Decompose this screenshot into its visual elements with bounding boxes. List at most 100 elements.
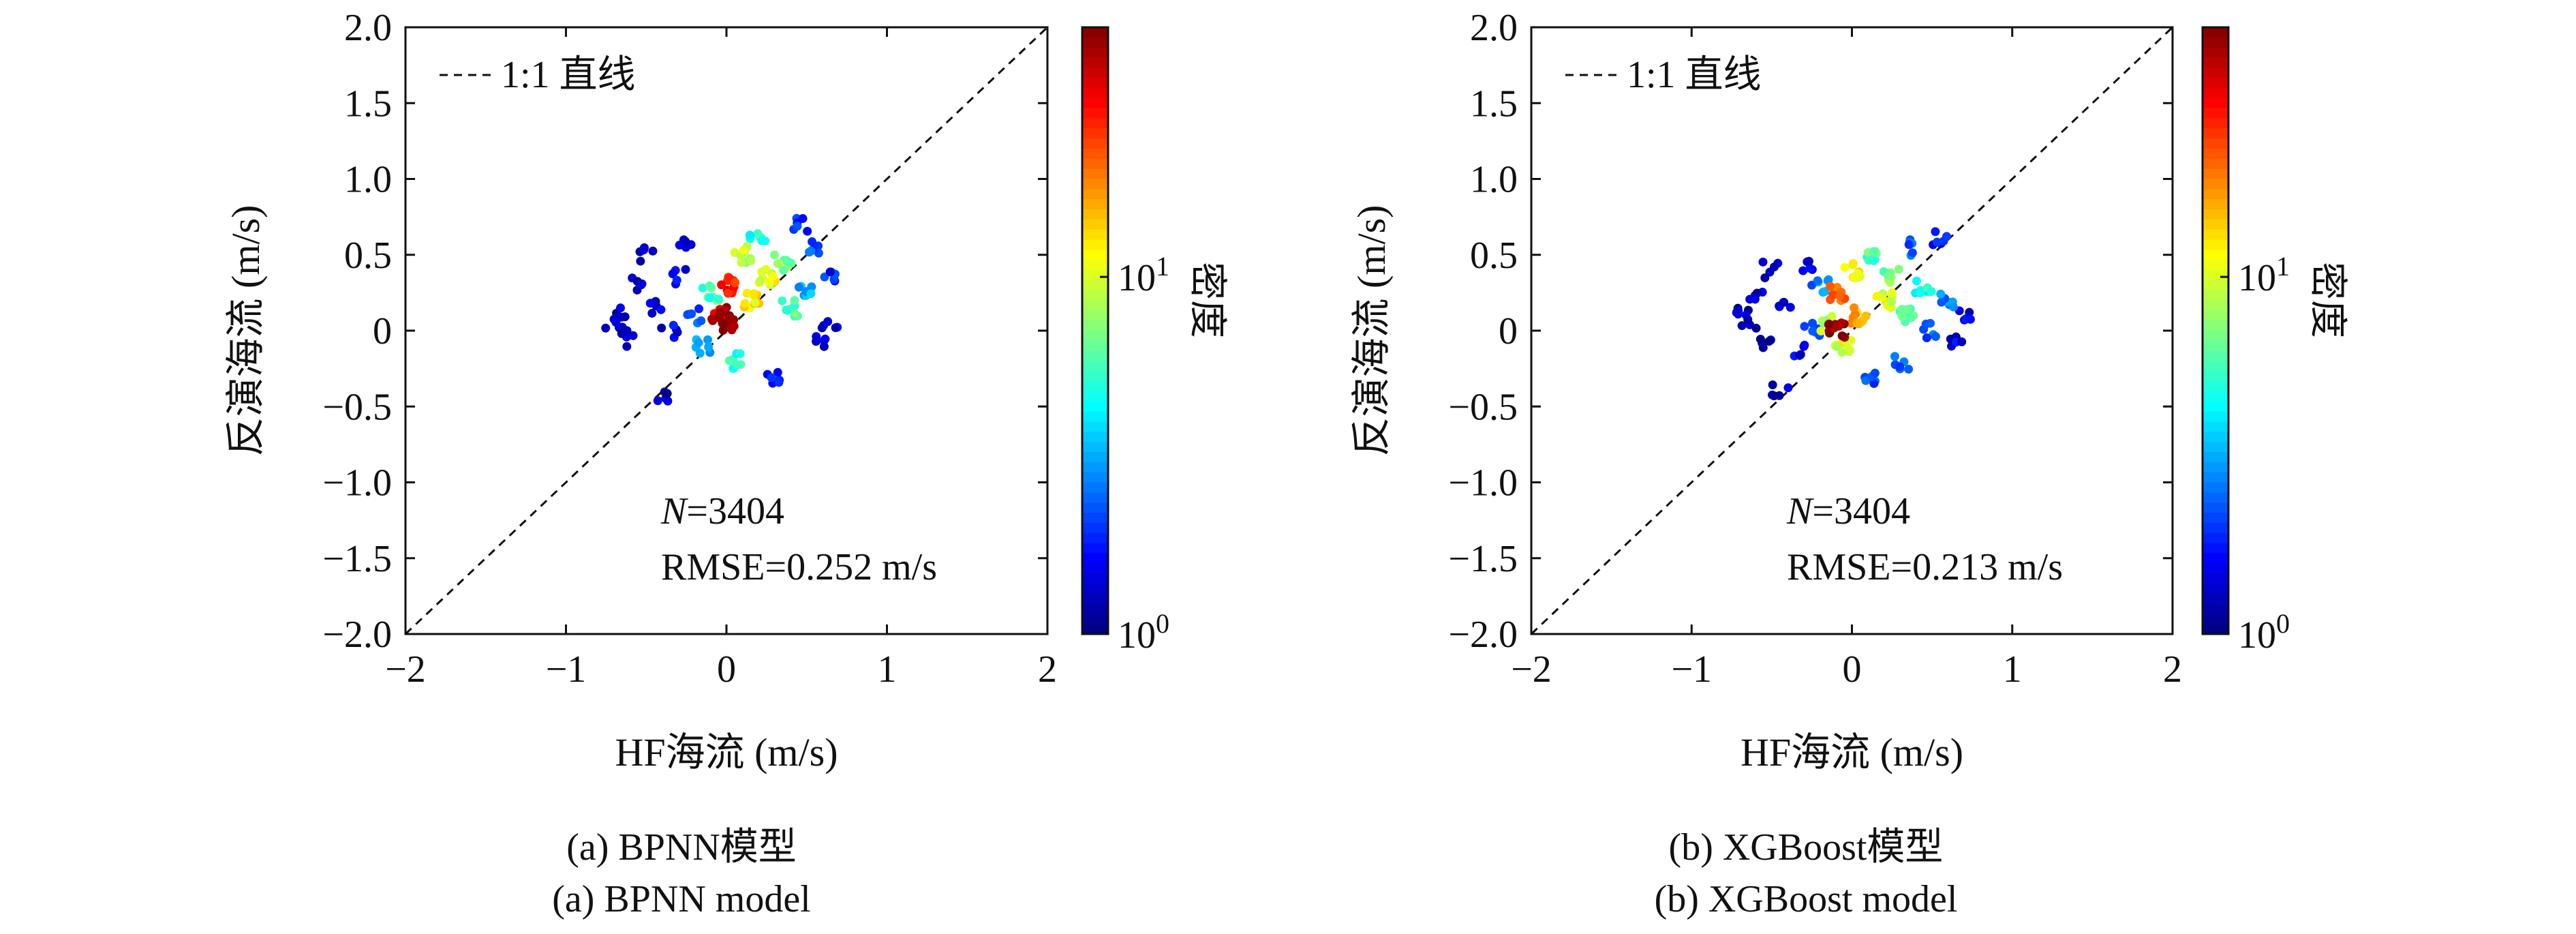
scatter-point [790,296,799,305]
scatter-point [1869,256,1879,265]
scatter-point [622,342,632,351]
colorbar-band [1082,492,1108,504]
scatter-point [1775,301,1784,311]
scatter-point [731,278,740,288]
colorbar-band [1082,331,1108,342]
colorbar-tick-label: 101 [2238,251,2290,299]
colorbar-band [1082,189,1108,200]
scatter-point [1737,321,1747,331]
scatter-point [723,288,733,298]
scatter-points [601,213,842,406]
scatter-point [1837,348,1847,357]
scatter-point [707,314,717,324]
colorbar-band [2203,532,2228,544]
colorbar-band [1082,118,1108,130]
x-tick-label: −1 [1671,648,1712,691]
colorbar-band [1082,432,1108,443]
scatter-point [779,266,788,275]
colorbar-band [1082,78,1108,89]
scatter-point [1835,291,1845,301]
colorbar-band [1082,219,1108,230]
scatter-point [1897,312,1907,321]
colorbar-band [2203,350,2228,362]
colorbar-band [1082,401,1108,412]
scatter-point [724,356,734,365]
scatter-point [733,360,742,370]
x-axis-label: HF海流 (m/s) [1741,730,1963,774]
scatter-points [1732,227,1975,401]
colorbar-band [1082,593,1108,605]
colorbar-band [1082,371,1108,382]
scatter-point [812,337,821,346]
colorbar-band [2203,189,2228,200]
scatter-point [793,222,802,231]
scatter-point [718,325,728,335]
colorbar-band [2203,543,2228,554]
colorbar-band [1082,97,1108,109]
scatter-point [1827,312,1837,321]
colorbar-band [1082,57,1108,69]
colorbar-band [1082,391,1108,402]
colorbar-band [2203,138,2228,149]
x-tick-label: 0 [717,648,736,691]
scatter-point [1816,327,1826,336]
scatter-point [803,226,812,236]
scatter-point [729,322,739,331]
scatter-point [1795,350,1805,360]
scatter-point [705,281,714,290]
scatter-point [1845,346,1855,355]
scatter-point [1895,362,1905,372]
scatter-point [714,295,724,304]
y-tick-label: 0 [1499,310,1518,352]
colorbar-band [1082,168,1108,180]
one-to-one-line [404,26,1049,635]
colorbar-band [2203,27,2228,38]
colorbar-band [1082,67,1108,79]
scatter-point [1894,265,1903,274]
colorbar-band [1082,229,1108,241]
scatter-point [1818,288,1828,297]
y-tick-label: 0 [373,310,392,352]
scatter-point [639,245,649,255]
colorbar-band [2203,270,2228,281]
chart-panel-b: −2 −1 0 1 2 2.0 1.5 1.0 0.5 0 −0.5 −1.0 −1.5 −2.0 HF海流… [1349,7,2348,774]
scatter-point [653,396,662,406]
colorbar-tick-base: 10 [2238,257,2276,299]
colorbar-band [1082,482,1108,494]
colorbar-band [2203,300,2228,312]
scatter-point [782,305,792,315]
scatter-point [746,256,756,265]
scatter-point [1848,259,1858,269]
colorbar-tick-label: 101 [1118,251,1169,299]
scatter-point [740,299,750,308]
scatter-point [687,309,696,318]
scatter-point [1852,318,1862,328]
scatter-point [1764,337,1774,346]
colorbar-band [1082,138,1108,149]
scatter-point [745,230,754,240]
scatter-point [817,323,827,333]
colorbar-band [2203,57,2228,69]
scatter-point [662,389,672,398]
scatter-point [831,323,840,333]
scatter-point [620,312,630,322]
scatter-point [1870,368,1880,378]
legend-label: 1:1 直线 [1627,54,1762,96]
colorbar-band [1082,149,1108,160]
scatter-point [645,299,655,308]
scatter-point [737,258,746,267]
scatter-point [1813,276,1822,286]
colorbar-band [1082,158,1108,170]
colorbar-band [2203,432,2228,443]
scatter-point [1743,315,1753,325]
x-tick-label: 0 [1843,648,1862,691]
colorbar-band [1082,442,1108,453]
scatter-point [1936,289,1946,299]
scatter-point [823,317,833,327]
scatter-point [1948,302,1958,312]
scatter-point [1897,305,1907,314]
scatter-point [714,312,724,322]
y-tick-label: 2.0 [344,7,392,49]
scatter-point [778,296,787,305]
scatter-point [1916,288,1925,298]
